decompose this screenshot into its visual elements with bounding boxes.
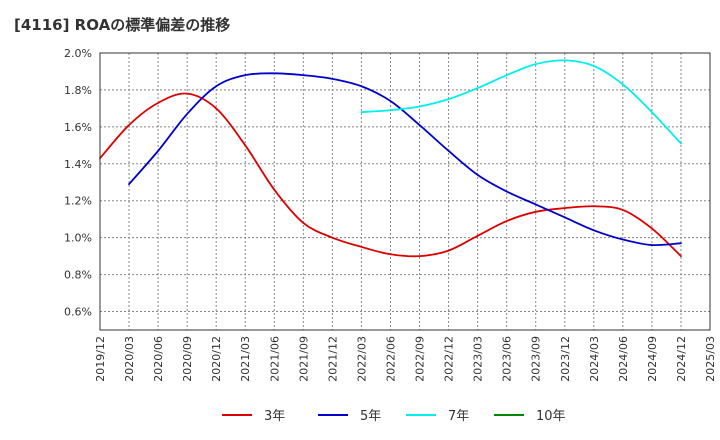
plot-area-frame: [99, 52, 711, 331]
x-tick-label: 2024/09: [646, 336, 659, 382]
x-tick-label: 2020/09: [181, 336, 194, 382]
series-line-2: [128, 72, 682, 247]
x-tick-label: 2023/03: [472, 336, 485, 382]
legend-label-2: 5年: [360, 409, 381, 424]
y-tick-label: 1.6%: [64, 121, 92, 134]
x-tick-label: 2019/12: [94, 336, 107, 382]
series-line-3: [360, 59, 682, 145]
x-tick-label: 2020/06: [152, 336, 165, 382]
x-tick-label: 2024/03: [588, 336, 601, 382]
y-tick-label: 0.8%: [64, 269, 92, 282]
y-tick-label: 1.4%: [64, 158, 92, 171]
x-tick-label: 2021/06: [268, 336, 281, 382]
x-tick-label: 2021/12: [326, 336, 339, 382]
x-tick-label: 2020/12: [210, 336, 223, 382]
y-tick-label: 1.8%: [64, 84, 92, 97]
x-tick-label: 2022/06: [384, 336, 397, 382]
x-tick-label: 2022/12: [443, 336, 456, 382]
y-tick-label: 1.2%: [64, 195, 92, 208]
x-tick-label: 2025/03: [704, 336, 717, 382]
x-tick-label: 2024/06: [617, 336, 630, 382]
x-tick-label: 2023/09: [530, 336, 543, 382]
x-tick-label: 2023/12: [559, 336, 572, 382]
x-tick-label: 2024/12: [675, 336, 688, 382]
x-tick-label: 2021/09: [297, 336, 310, 382]
chart-title: [4116] ROAの標準偏差の推移: [14, 16, 231, 34]
legend: 3年 5年 7年 10年: [222, 409, 566, 424]
legend-label-1: 3年: [264, 409, 285, 424]
legend-label-4: 10年: [536, 409, 566, 424]
y-tick-label: 2.0%: [64, 47, 92, 60]
series-lines: [99, 59, 682, 258]
x-tick-label: 2021/03: [239, 336, 252, 382]
y-axis: 0.6% 0.8% 1.0% 1.2% 1.4% 1.6% 1.8% 2.0%: [64, 47, 92, 319]
y-tick-label: 1.0%: [64, 232, 92, 245]
legend-label-3: 7年: [448, 409, 469, 424]
x-axis: 2019/12 2020/03 2020/06 2020/09 2020/12 2021/…: [94, 336, 717, 382]
x-tick-label: 2023/06: [501, 336, 514, 382]
x-tick-label: 2022/09: [414, 336, 427, 382]
series-line-1: [99, 92, 682, 258]
x-tick-label: 2022/03: [355, 336, 368, 382]
x-tick-label: 2020/03: [123, 336, 136, 382]
y-tick-label: 0.6%: [64, 306, 92, 319]
